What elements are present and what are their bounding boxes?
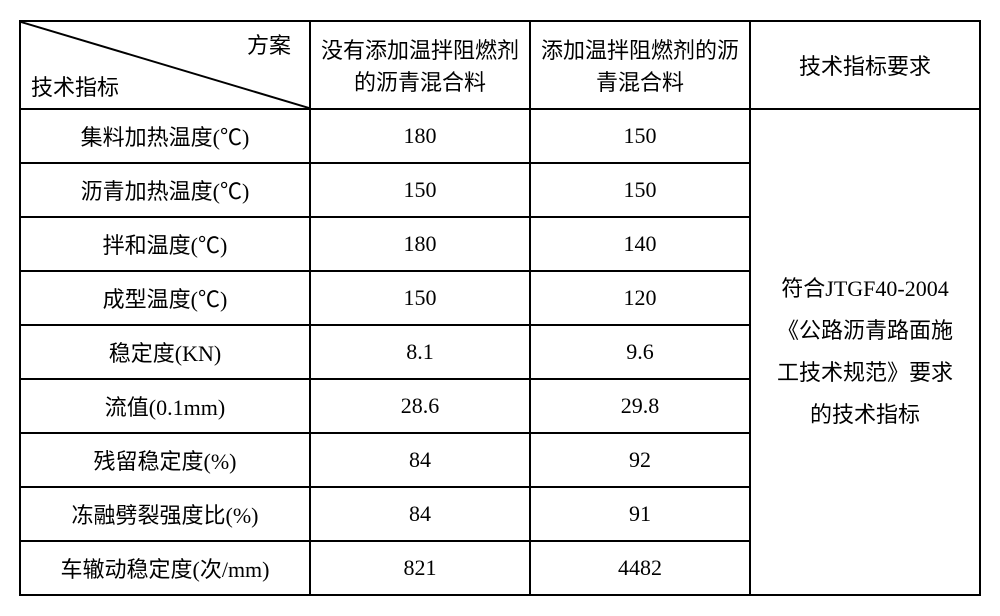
row-value-b: 9.6 [530, 325, 750, 379]
row-value-a: 821 [310, 541, 530, 595]
diagonal-header-cell: 方案 技术指标 [20, 21, 310, 109]
row-label: 沥青加热温度(℃) [20, 163, 310, 217]
row-value-b: 150 [530, 163, 750, 217]
row-label: 车辙动稳定度(次/mm) [20, 541, 310, 595]
header-col-req: 技术指标要求 [750, 21, 980, 109]
header-scheme-label: 方案 [247, 28, 291, 60]
header-col-b: 添加温拌阻燃剂的沥青混合料 [530, 21, 750, 109]
table-row: 集料加热温度(℃) 180 150 符合JTGF40-2004《公路沥青路面施工… [20, 109, 980, 163]
row-value-b: 91 [530, 487, 750, 541]
row-value-b: 4482 [530, 541, 750, 595]
row-value-a: 180 [310, 217, 530, 271]
row-value-a: 28.6 [310, 379, 530, 433]
row-label: 冻融劈裂强度比(%) [20, 487, 310, 541]
row-label: 拌和温度(℃) [20, 217, 310, 271]
table-header-row: 方案 技术指标 没有添加温拌阻燃剂的沥青混合料 添加温拌阻燃剂的沥青混合料 技术… [20, 21, 980, 109]
row-value-a: 84 [310, 433, 530, 487]
row-value-a: 150 [310, 163, 530, 217]
row-value-a: 180 [310, 109, 530, 163]
row-value-b: 140 [530, 217, 750, 271]
row-value-b: 29.8 [530, 379, 750, 433]
row-value-b: 92 [530, 433, 750, 487]
header-col-a: 没有添加温拌阻燃剂的沥青混合料 [310, 21, 530, 109]
row-value-a: 8.1 [310, 325, 530, 379]
row-label: 集料加热温度(℃) [20, 109, 310, 163]
row-label: 残留稳定度(%) [20, 433, 310, 487]
row-label: 稳定度(KN) [20, 325, 310, 379]
row-value-a: 84 [310, 487, 530, 541]
row-label: 成型温度(℃) [20, 271, 310, 325]
row-label: 流值(0.1mm) [20, 379, 310, 433]
row-value-b: 150 [530, 109, 750, 163]
row-value-b: 120 [530, 271, 750, 325]
row-value-a: 150 [310, 271, 530, 325]
requirement-cell: 符合JTGF40-2004《公路沥青路面施工技术规范》要求的技术指标 [750, 109, 980, 595]
header-indicator-label: 技术指标 [31, 70, 119, 102]
spec-table: 方案 技术指标 没有添加温拌阻燃剂的沥青混合料 添加温拌阻燃剂的沥青混合料 技术… [19, 20, 981, 596]
